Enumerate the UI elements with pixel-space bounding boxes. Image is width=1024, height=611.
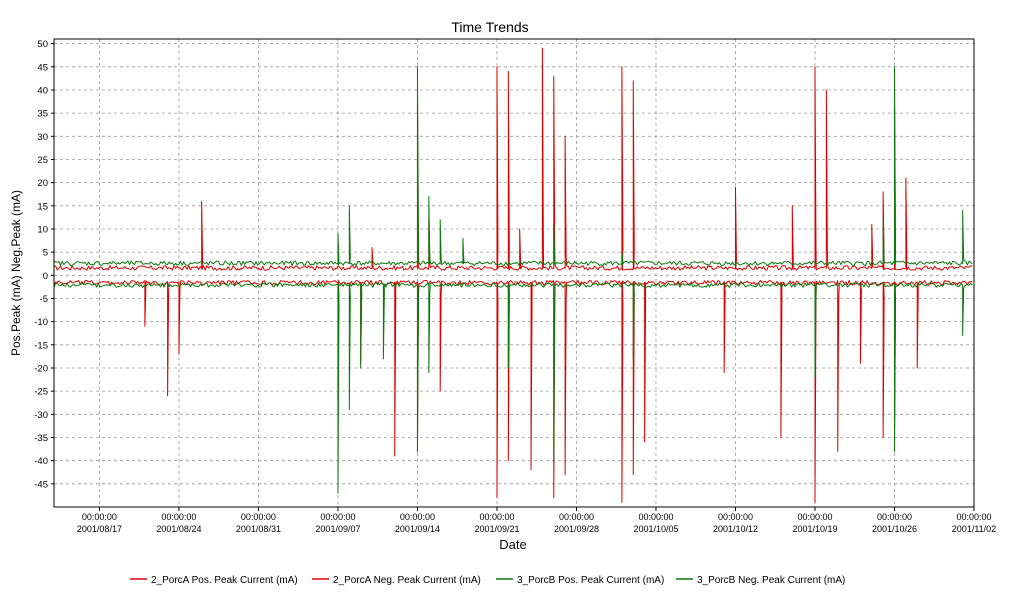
series-line (53, 66, 973, 267)
x-tick-date-label: 2001/09/21 (474, 524, 519, 534)
legend-entry-label: 3_PorcB Pos. Peak Current (mA) (517, 575, 664, 586)
y-tick-label: -20 (34, 363, 48, 374)
x-tick-date-label: 2001/08/17 (77, 524, 122, 534)
y-tick-label: -5 (40, 294, 48, 305)
y-tick-label: 30 (37, 132, 48, 143)
x-tick-date-label: 2001/10/19 (792, 524, 837, 534)
y-tick-label: 25 (37, 155, 48, 166)
y-tick-label: 50 (37, 39, 48, 50)
x-tick-time-label: 00:00:00 (400, 512, 435, 522)
y-tick-label: -45 (34, 479, 48, 490)
series-layer (53, 47, 973, 503)
x-tick-time-label: 00:00:00 (479, 512, 514, 522)
x-tick-date-label: 2001/10/26 (872, 524, 917, 534)
y-tick-label: -10 (34, 317, 48, 328)
y-tick-label: 45 (37, 62, 48, 73)
legend-entry-label: 2_PorcA Neg. Peak Current (mA) (333, 575, 481, 586)
series-line (53, 47, 973, 271)
chart-title: Time Trends (451, 19, 528, 35)
y-tick-label: 40 (37, 85, 48, 96)
y-tick-label: 35 (37, 109, 48, 120)
y-tick-label: 15 (37, 201, 48, 212)
y-tick-label: 0 (43, 271, 48, 282)
x-tick-date-label: 2001/09/07 (315, 524, 360, 534)
x-tick-time-label: 00:00:00 (320, 512, 355, 522)
x-tick-labels: 00:00:00 2001/08/17 00:00:00 2001/08/24 00:0… (77, 512, 996, 534)
x-tick-time-label: 00:00:00 (956, 512, 991, 522)
x-tick-date-label: 2001/10/12 (713, 524, 758, 534)
y-tick-label: -25 (34, 387, 48, 398)
x-tick-time-label: 00:00:00 (718, 512, 753, 522)
x-tick-date-label: 2001/08/24 (156, 524, 201, 534)
x-tick-date-label: 2001/09/14 (395, 524, 440, 534)
series-line (53, 282, 973, 494)
legend-entry-label: 3_PorcB Neg. Peak Current (mA) (697, 575, 845, 586)
legend-entry-label: 2_PorcA Pos. Peak Current (mA) (151, 575, 298, 586)
x-tick-date-label: 2001/11/02 (952, 524, 996, 534)
legend: 2_PorcA Pos. Peak Current (mA) 2_PorcA Ne… (130, 575, 845, 586)
x-tick-time-label: 00:00:00 (82, 512, 117, 522)
x-tick-time-label: 00:00:00 (559, 512, 594, 522)
y-tick-labels: 50454035302520151050-5-10-15-20-25-30-35… (34, 39, 48, 490)
x-tick-date-label: 2001/08/31 (236, 524, 281, 534)
x-tick-time-label: 00:00:00 (797, 512, 832, 522)
y-tick-label: -30 (34, 410, 48, 421)
y-tick-label: -15 (34, 340, 48, 351)
plot-frame (53, 38, 975, 508)
y-tick-label: -35 (34, 433, 48, 444)
y-tick-label: -40 (34, 456, 48, 467)
series-line (53, 279, 973, 503)
y-tick-label: 20 (37, 178, 48, 189)
x-tick-time-label: 00:00:00 (638, 512, 673, 522)
x-tick-date-label: 2001/10/05 (633, 524, 678, 534)
y-tick-label: 5 (43, 248, 48, 259)
x-tick-date-label: 2001/09/28 (554, 524, 599, 534)
x-tick-time-label: 00:00:00 (161, 512, 196, 522)
x-tick-time-label: 00:00:00 (241, 512, 276, 522)
x-tick-time-label: 00:00:00 (877, 512, 912, 522)
y-axis-label: Pos.Peak (mA) Neg.Peak (mA) (9, 190, 23, 356)
y-tick-label: 10 (37, 224, 48, 235)
x-axis-label: Date (499, 537, 526, 552)
